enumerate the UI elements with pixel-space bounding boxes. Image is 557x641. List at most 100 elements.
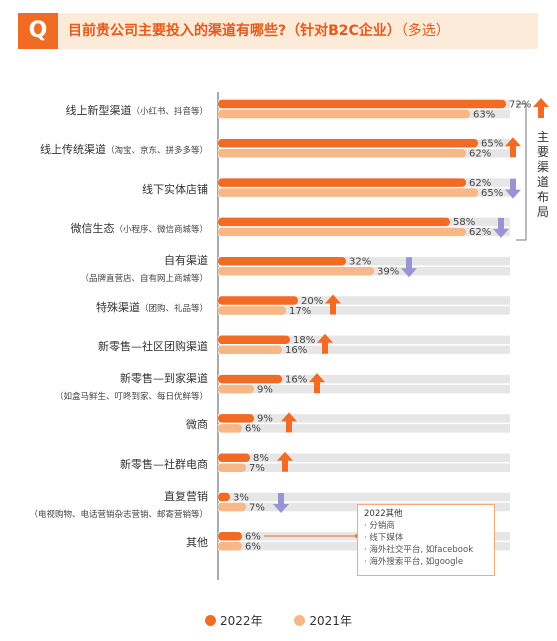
bar-2021 <box>218 384 254 394</box>
bar-track <box>218 384 510 394</box>
category-note-label: （如盒马鲜生、叮咚到家、每日优鲜等） <box>54 392 208 403</box>
bar-2022 <box>218 178 466 187</box>
trend-up-arrow <box>325 294 341 315</box>
value-label-2022: 3% <box>233 492 249 503</box>
legend-label-2022: 2022年 <box>220 614 263 628</box>
category-main-label: 其他 <box>186 536 208 550</box>
legend-swatch-2021 <box>294 615 306 626</box>
value-label-2021: 17% <box>289 306 311 317</box>
category-note-label: （淘宝、京东、拼多多等） <box>105 146 208 157</box>
category-label: 微信生态（小程序、微信商城等） <box>70 219 208 238</box>
trend-down-arrow <box>401 257 417 278</box>
bar-2022 <box>218 217 450 227</box>
trend-up-arrow <box>281 412 297 433</box>
category-main-label: 线上传统渠道 <box>39 143 106 157</box>
category-label: 新零售—到家渠道 （如盒马鲜生、叮咚到家、每日优鲜等） <box>55 369 208 405</box>
category-label: 特殊渠道（团购、礼品等） <box>96 298 208 317</box>
bar-2021 <box>218 227 466 237</box>
legend-item-2021: 2021年 <box>294 612 352 629</box>
category-note-label: （电视购物、电话营销杂志营销、邮寄营销等） <box>29 510 208 520</box>
category-note-label: （团购、礼品等） <box>139 303 208 314</box>
category-label: 其他 <box>186 533 208 550</box>
category-main-label: 微商 <box>186 418 208 432</box>
legend-swatch-2022 <box>205 615 217 626</box>
category-label: 新零售—社群电商 <box>120 455 208 472</box>
note-item: · 线下媒体 <box>364 533 404 543</box>
bar-track <box>218 492 510 502</box>
bar-2021 <box>218 424 242 433</box>
category-main-label: 微信生态 <box>70 221 115 235</box>
bar-track <box>218 256 510 266</box>
value-label-2022: 62% <box>469 178 491 189</box>
trend-up-arrow <box>505 137 521 158</box>
category-label: 自有渠道 （品牌直营店、自有网上商城等） <box>80 251 208 287</box>
bar-track <box>218 335 510 345</box>
value-label-2022: 20% <box>301 296 323 307</box>
bar-2021 <box>218 306 286 315</box>
bar-2022 <box>218 374 282 384</box>
category-label: 线下实体店铺 <box>142 180 208 197</box>
bar-2022 <box>218 453 250 462</box>
bar-track <box>218 374 510 384</box>
category-main-label: 新零售—社群电商 <box>120 457 208 471</box>
bar-2021 <box>218 109 470 119</box>
trend-up-arrow <box>277 451 293 472</box>
category-main-label: 特殊渠道 <box>95 300 140 314</box>
value-label-2022: 9% <box>257 414 273 425</box>
trend-down-arrow <box>273 493 289 513</box>
bar-track <box>218 296 510 305</box>
value-label-2021: 6% <box>245 424 261 435</box>
category-label: 线上传统渠道（淘宝、京东、拼多多等） <box>40 140 208 159</box>
value-label-2021: 65% <box>481 188 503 199</box>
bar-2022 <box>218 414 254 423</box>
category-label: 新零售—社区团购渠道 <box>98 337 208 354</box>
trend-up-arrow <box>309 373 325 394</box>
bar-2021 <box>218 149 466 158</box>
value-label-2021: 7% <box>249 502 265 513</box>
side-label: 主要渠道布局 <box>536 130 549 219</box>
value-label-2022: 6% <box>245 532 261 543</box>
value-label-2022: 18% <box>293 335 315 346</box>
bar-track <box>218 306 510 315</box>
trend-up-arrow <box>533 98 549 118</box>
bar-2022 <box>218 296 298 305</box>
trend-down-arrow <box>505 178 521 199</box>
bar-track <box>218 453 510 462</box>
category-label: 微商 <box>186 415 208 432</box>
legend-item-2022: 2022年 <box>205 612 263 629</box>
bar-2022 <box>218 492 230 502</box>
bar-2021 <box>218 463 246 472</box>
note-item: · 海外搜索平台, 如google <box>364 557 464 567</box>
value-label-2021: 6% <box>245 542 261 553</box>
value-label-2021: 16% <box>285 345 307 356</box>
category-main-label: 自有渠道 <box>164 254 208 268</box>
bar-2022 <box>218 99 506 109</box>
value-label-2021: 9% <box>257 384 273 395</box>
value-label-2022: 16% <box>285 374 307 385</box>
category-main-label: 直复营销 <box>164 490 208 503</box>
bar-2021 <box>218 345 282 355</box>
value-label-2022: 72% <box>509 99 531 110</box>
group-bracket <box>516 103 527 241</box>
note-item: · 分销商 <box>364 521 395 531</box>
legend: 2022年 2021年 <box>0 612 557 629</box>
category-main-label: 线上新型渠道 <box>65 104 132 117</box>
bar-2022 <box>218 139 478 148</box>
question-text: 目前贵公司主要投入的渠道有哪些?（针对B2C企业） <box>68 23 401 39</box>
value-label-2021: 39% <box>377 266 399 277</box>
trend-up-arrow <box>317 333 333 354</box>
value-label-2022: 65% <box>481 139 503 150</box>
value-label-2021: 7% <box>249 463 265 474</box>
value-label-2021: 62% <box>469 149 491 160</box>
bar-2022 <box>218 532 242 541</box>
category-main-label: 新零售—到家渠道 <box>120 372 208 386</box>
bar-2021 <box>218 502 246 512</box>
bar-2021 <box>218 188 478 197</box>
question-suffix: （多选） <box>400 23 450 39</box>
bar-2022 <box>218 256 346 266</box>
bar-track <box>218 463 510 472</box>
category-label: 线上新型渠道（小红书、抖音等） <box>65 101 208 120</box>
value-label-2021: 62% <box>469 227 491 238</box>
other-note-box: 2022其他 · 分销商 · 线下媒体 · 海外社交平台, 如facebook … <box>357 504 495 576</box>
question-badge: Q <box>18 13 58 49</box>
